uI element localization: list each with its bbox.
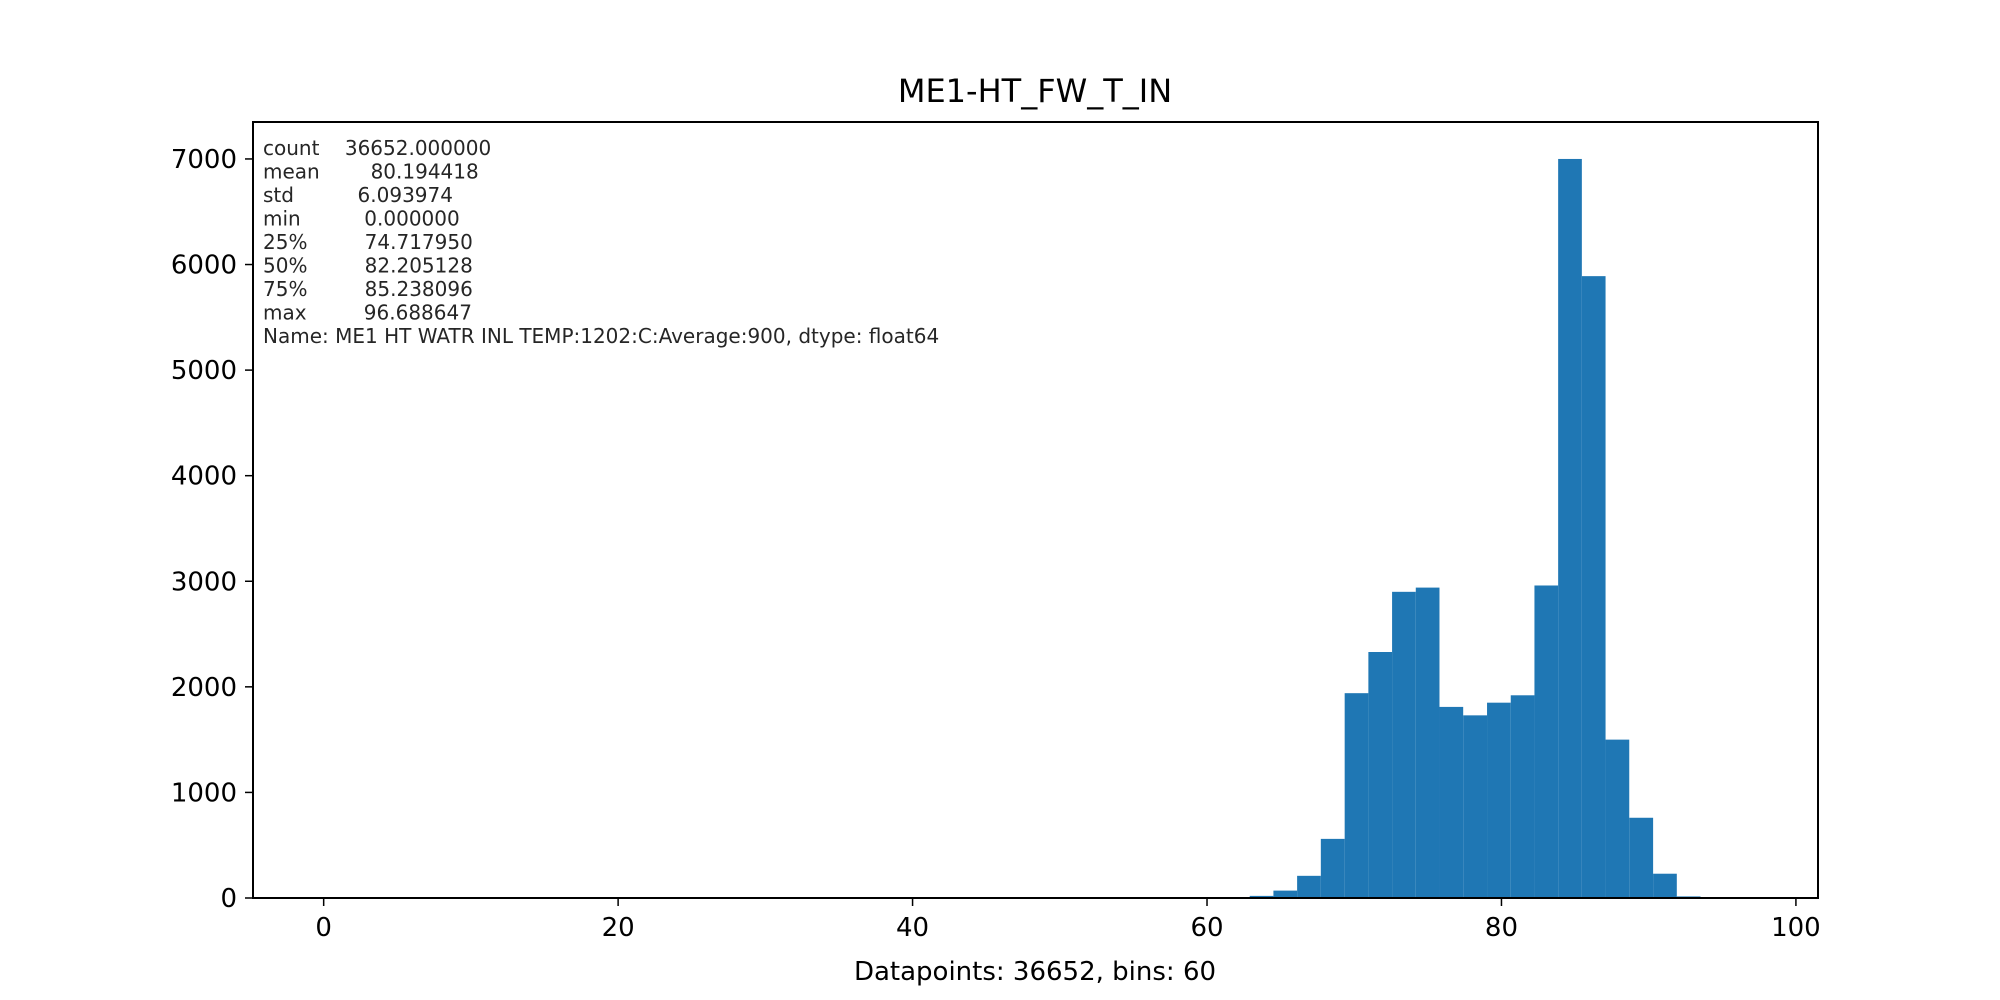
histogram-bar-6 (1392, 591, 1416, 898)
y-tick-label-6: 6000 (171, 251, 237, 281)
histogram-bar-11 (1510, 695, 1535, 898)
histogram-bar-17 (1653, 873, 1677, 898)
stats-line-2: std 6.093974 (263, 183, 453, 207)
histogram-bar-13 (1558, 158, 1582, 898)
stats-line-5: 50% 82.205128 (263, 254, 473, 278)
histogram-bar-10 (1487, 702, 1511, 898)
histogram-bar-0 (1249, 895, 1274, 898)
x-tick-label-5: 100 (1771, 913, 1821, 943)
plot-area-frame (252, 121, 1819, 899)
y-axis: 0 1000 2000 3000 4000 5000 6000 7000 (171, 145, 253, 914)
x-axis: 0 20 40 60 80 100 (315, 898, 1821, 943)
histogram-bar-4 (1344, 693, 1369, 898)
y-tick-label-1: 1000 (171, 778, 237, 808)
x-tick-label-4: 80 (1485, 913, 1518, 943)
y-tick-label-0: 0 (220, 884, 237, 914)
y-tick-label-7: 7000 (171, 145, 237, 175)
stats-line-8: Name: ME1 HT WATR INL TEMP:1202:C:Averag… (263, 324, 939, 348)
histogram-bar-8 (1439, 706, 1464, 898)
histogram-bar-16 (1629, 817, 1654, 898)
x-axis-label: Datapoints: 36652, bins: 60 (854, 957, 1216, 987)
stats-line-3: min 0.000000 (263, 207, 460, 231)
histogram-bar-7 (1415, 587, 1440, 898)
x-tick-label-2: 40 (896, 913, 929, 943)
histogram-bar-9 (1463, 715, 1488, 898)
histogram-bar-3 (1320, 838, 1345, 898)
x-tick-label-3: 60 (1190, 913, 1223, 943)
stats-line-4: 25% 74.717950 (263, 230, 473, 254)
y-tick-label-5: 5000 (171, 356, 237, 386)
histogram-bar-1 (1273, 890, 1298, 898)
x-tick-label-0: 0 (315, 913, 332, 943)
y-tick-label-2: 2000 (171, 673, 237, 703)
y-tick-label-3: 3000 (171, 567, 237, 597)
stats-line-0: count 36652.000000 (263, 136, 491, 160)
histogram-bar-14 (1581, 276, 1606, 898)
stats-line-6: 75% 85.238096 (263, 277, 473, 301)
histogram-bar-5 (1368, 652, 1393, 898)
x-tick-label-1: 20 (602, 913, 635, 943)
stats-line-7: max 96.688647 (263, 301, 472, 325)
stats-line-1: mean 80.194418 (263, 160, 479, 184)
histogram-bar-15 (1605, 739, 1630, 898)
histogram-bar-12 (1534, 585, 1559, 898)
y-tick-label-4: 4000 (171, 462, 237, 492)
chart-title: ME1-HT_FW_T_IN (898, 72, 1172, 110)
histogram-bar-2 (1297, 875, 1321, 898)
histogram-bars (1249, 158, 1701, 898)
